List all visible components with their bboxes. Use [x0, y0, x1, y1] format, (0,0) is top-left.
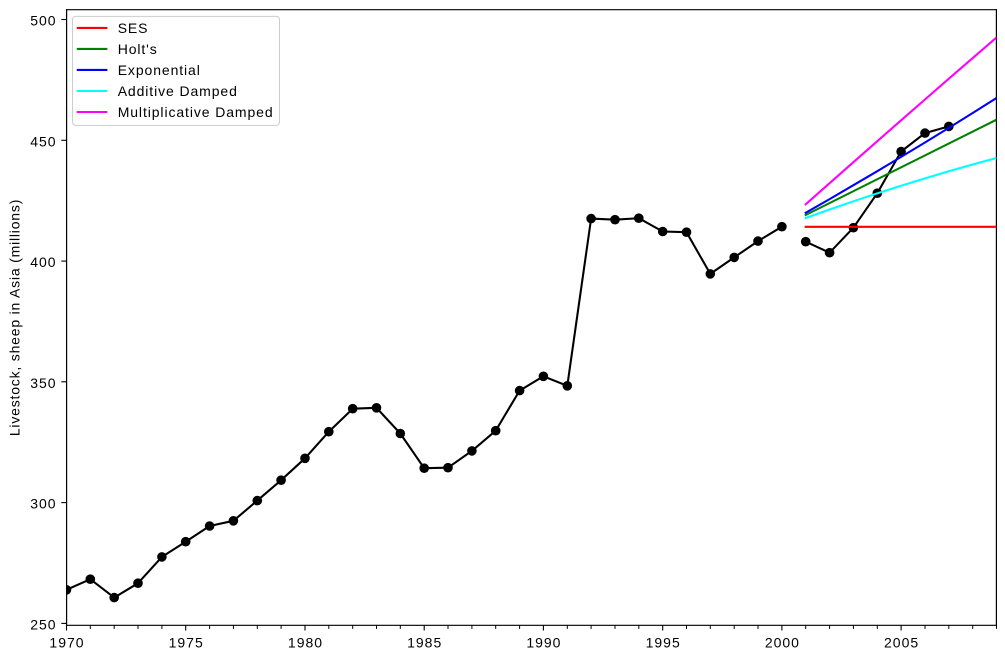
svg-text:2005: 2005	[884, 635, 919, 651]
svg-text:400: 400	[30, 254, 56, 270]
svg-text:Exponential: Exponential	[118, 62, 201, 78]
svg-text:250: 250	[30, 616, 56, 632]
svg-text:500: 500	[30, 13, 56, 29]
svg-text:Multiplicative Damped: Multiplicative Damped	[118, 104, 274, 120]
svg-text:1975: 1975	[169, 635, 204, 651]
svg-text:Holt's: Holt's	[118, 41, 158, 57]
svg-text:450: 450	[30, 133, 56, 149]
svg-text:1995: 1995	[646, 635, 681, 651]
svg-text:SES: SES	[118, 20, 149, 36]
svg-text:1985: 1985	[407, 635, 442, 651]
svg-text:Livestock, sheep in Asia (mill: Livestock, sheep in Asia (millions)	[7, 199, 23, 436]
svg-text:300: 300	[30, 496, 56, 512]
svg-text:Additive Damped: Additive Damped	[118, 83, 238, 99]
svg-text:2000: 2000	[765, 635, 800, 651]
svg-text:1970: 1970	[49, 635, 84, 651]
svg-text:1990: 1990	[526, 635, 561, 651]
svg-text:1980: 1980	[288, 635, 323, 651]
svg-text:350: 350	[30, 375, 56, 391]
